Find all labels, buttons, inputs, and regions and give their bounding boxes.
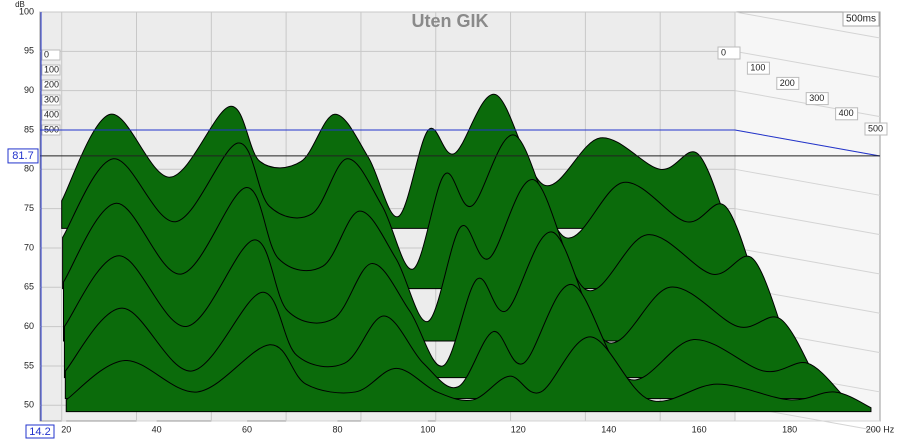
z-tick-box [717,46,741,60]
z-tick-box [776,76,800,90]
x-tick-label: 60 [242,424,252,434]
z-tick-label: 0 [721,47,726,57]
time-range-box [842,11,880,27]
x-tick-label: 20 [61,424,71,434]
z-tick-box [746,61,770,75]
z-tick-box [835,107,859,121]
z-tick-label: 500 [44,124,59,134]
x-tick-label: 140 [601,424,616,434]
x-tick-label: 80 [332,424,342,434]
z-tick-box [41,64,61,76]
z-tick-label: 300 [44,94,59,104]
z-tick-label: 100 [44,64,59,74]
waterfall-slice [65,336,872,413]
z-tick-box [41,94,61,106]
x-cursor-box [25,424,55,439]
x-tick-label: 100 [420,424,435,434]
y-tick-label: 100 [19,6,34,16]
labels: 50 55 60 65 70 75 80 85 90 95 100 20 40 60 80 100 120 140… [7,6,895,439]
x-tick-label: 160 [692,424,707,434]
z-tick-box [41,79,61,91]
z-tick-label: 400 [839,108,854,118]
y-axis-label: dB [15,0,25,9]
x-cursor-value: 14.2 [29,426,50,438]
y-tick-label: 50 [24,400,34,410]
y-tick-label: 85 [24,124,34,134]
x-tick-label: 200 Hz [866,424,895,434]
x-tick-label: 40 [152,424,162,434]
z-tick-box [41,49,61,61]
y-tick-label: 80 [24,164,34,174]
z-tick-label: 200 [44,79,59,89]
grid-line [734,11,881,39]
grid-line [734,168,881,196]
y-tick-label: 75 [24,203,34,213]
x-tick-label: 180 [782,424,797,434]
y-tick-label: 90 [24,85,34,95]
grid-line [734,208,881,236]
z-tick-label: 0 [44,49,49,59]
y-tick-label: 60 [24,321,34,331]
grid-line [734,50,881,78]
y-tick-label: 95 [24,46,34,56]
x-tick-label: 120 [511,424,526,434]
cursor-value: 81.7 [12,150,33,162]
y-tick-label: 55 [24,360,34,370]
z-tick-box [41,109,61,121]
z-tick-label: 100 [750,63,765,73]
z-tick-label: 500 [868,123,883,133]
cursor-box [7,148,39,164]
z-tick-label: 200 [780,78,795,88]
waterfall-slices [61,94,872,413]
ref-line [40,129,881,157]
z-tick-box [864,122,888,136]
z-tick-box [805,92,829,106]
grid-line [734,247,881,275]
y-tick-label: 65 [24,282,34,292]
time-range-label: 500ms [846,14,876,25]
y-tick-label: 70 [24,242,34,252]
z-tick-label: 400 [44,109,59,119]
chart-title: Uten GIK [411,11,488,31]
z-tick-label: 300 [809,93,824,103]
